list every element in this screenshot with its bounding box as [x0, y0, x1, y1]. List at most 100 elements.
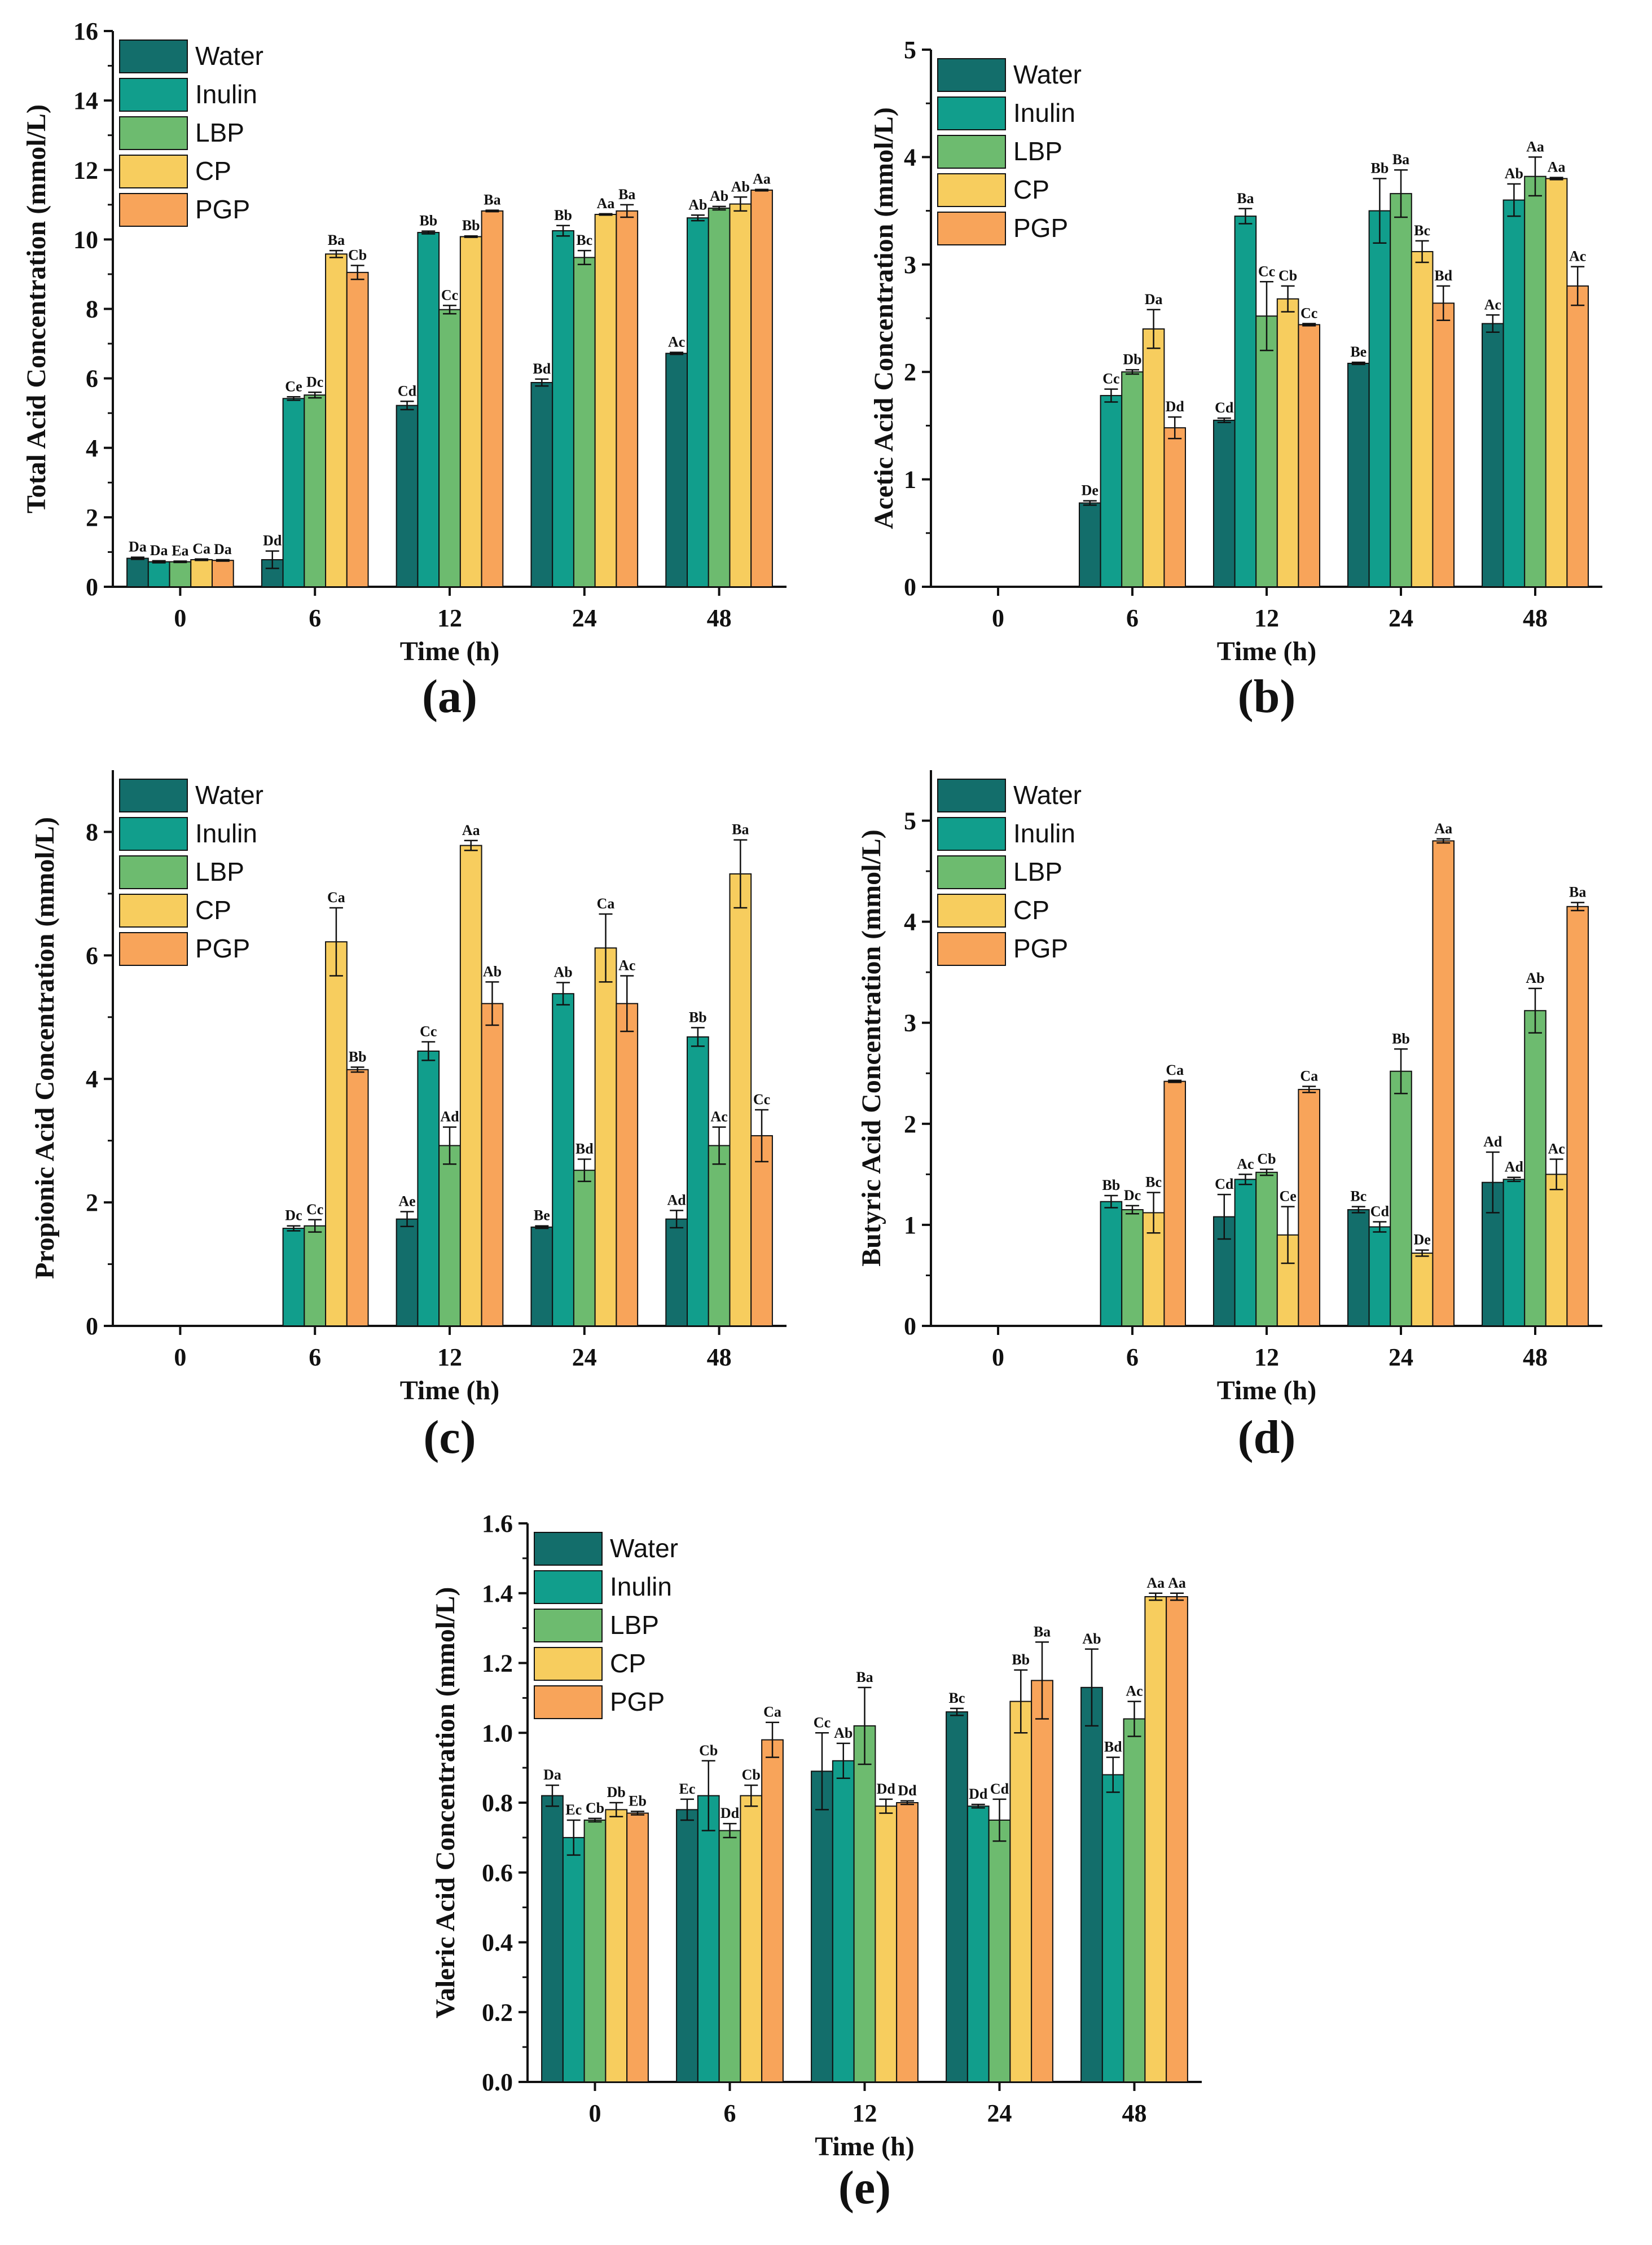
- y-tick-label: 0.2: [482, 1998, 513, 2026]
- significance-label: Ab: [553, 964, 572, 980]
- significance-label: Cd: [398, 383, 417, 399]
- bar-pgp-6: [346, 271, 369, 587]
- significance-label: Aa: [753, 171, 771, 187]
- significance-label: Cd: [1215, 1176, 1234, 1192]
- significance-label: Eb: [629, 1793, 647, 1809]
- y-tick-label: 16: [73, 17, 98, 45]
- legend-label-water: Water: [610, 1534, 678, 1563]
- y-tick-label: 12: [73, 156, 98, 184]
- legend-swatch-pgp: [119, 193, 188, 227]
- legend-swatch-inulin: [534, 1570, 603, 1604]
- significance-label: Dd: [263, 533, 282, 549]
- bar-cp-0: [190, 559, 213, 588]
- significance-label: Ab: [1082, 1631, 1101, 1647]
- significance-label: Bd: [575, 1141, 594, 1157]
- y-tick-label: 4: [904, 143, 916, 171]
- significance-label: De: [1413, 1232, 1430, 1248]
- significance-label: Cb: [699, 1742, 718, 1759]
- significance-label: Ab: [688, 196, 707, 213]
- bar-inulin-6: [697, 1795, 720, 2083]
- significance-label: Aa: [1168, 1575, 1186, 1591]
- significance-label: Ab: [834, 1725, 853, 1741]
- bar-pgp-12: [1298, 1088, 1321, 1326]
- bar-lbp-12: [438, 1145, 461, 1327]
- bar-lbp-24: [573, 1170, 596, 1326]
- y-tick-label: 14: [73, 87, 98, 115]
- significance-label: Bc: [576, 232, 592, 248]
- significance-label: Bb: [462, 217, 480, 234]
- significance-label: Ce: [1279, 1188, 1296, 1205]
- significance-label: Bd: [533, 361, 551, 377]
- bar-water-0: [541, 1795, 564, 2083]
- significance-label: Ad: [440, 1109, 459, 1125]
- y-tick-label: 5: [904, 36, 916, 64]
- bar-lbp-48: [1524, 175, 1546, 587]
- legend: Water Inulin LBP CP PGP: [534, 1532, 678, 1719]
- legend-label-cp: CP: [195, 895, 231, 925]
- legend-swatch-lbp: [119, 855, 188, 889]
- x-tick-label: 48: [1122, 2099, 1147, 2127]
- significance-label: Ca: [597, 895, 615, 912]
- legend: Water Inulin LBP CP PGP: [119, 39, 263, 227]
- legend-label-pgp: PGP: [1013, 213, 1068, 243]
- legend-swatch-water: [119, 39, 188, 73]
- legend-swatch-lbp: [534, 1609, 603, 1642]
- bar-cp-24: [1009, 1701, 1032, 2083]
- significance-label: Ec: [679, 1781, 696, 1797]
- significance-label: Aa: [1434, 820, 1452, 837]
- legend: Water Inulin LBP CP PGP: [937, 779, 1082, 966]
- x-tick-label: 0: [174, 1343, 186, 1371]
- bar-water-24: [1347, 1209, 1370, 1326]
- y-tick-label: 5: [904, 807, 916, 835]
- x-tick-label: 0: [589, 2099, 601, 2127]
- y-tick-label: 0.0: [482, 2068, 513, 2096]
- bar-lbp-24: [1390, 193, 1412, 587]
- significance-label: Ca: [1300, 1068, 1318, 1084]
- significance-label: Bc: [1145, 1174, 1162, 1190]
- bar-inulin-6: [282, 398, 305, 587]
- chart-panel-5: 0.0 0.2 0.4 0.6 0.8 1.0 1.2 1.4 1.6 0 6 12 24 48 Time …: [430, 1510, 1202, 2214]
- y-axis-title: Acetic Acid Concentration (mmol/L): [869, 107, 899, 529]
- legend-label-inulin: Inulin: [195, 80, 257, 109]
- significance-label: Dc: [1124, 1187, 1141, 1203]
- significance-label: Bc: [949, 1690, 965, 1706]
- significance-label: Aa: [462, 822, 480, 838]
- bar-lbp-12: [438, 309, 461, 587]
- bar-water-12: [396, 1218, 419, 1327]
- significance-label: Dd: [1166, 398, 1185, 415]
- significance-label: Ac: [1126, 1683, 1143, 1699]
- legend-label-pgp: PGP: [195, 934, 250, 963]
- significance-label: Ba: [732, 821, 749, 838]
- bar-pgp-48: [750, 189, 773, 587]
- significance-label: Da: [543, 1767, 561, 1783]
- x-tick-label: 24: [572, 604, 597, 632]
- x-tick-label: 12: [853, 2099, 877, 2127]
- bar-pgp-24: [616, 210, 639, 587]
- significance-label: Bc: [1350, 1188, 1367, 1205]
- legend-label-lbp: LBP: [610, 1610, 659, 1640]
- x-tick-label: 12: [1254, 604, 1279, 632]
- bar-cp-24: [1411, 251, 1434, 587]
- bar-pgp-12: [896, 1802, 919, 2083]
- significance-label: Bb: [419, 213, 437, 229]
- significance-label: Cc: [1300, 305, 1317, 322]
- bar-inulin-0: [562, 1837, 585, 2083]
- y-tick-label: 0: [904, 573, 916, 601]
- bar-water-24: [530, 382, 553, 587]
- significance-label: Ad: [1505, 1159, 1524, 1175]
- bar-pgp-12: [481, 1003, 504, 1326]
- bar-cp-6: [740, 1795, 763, 2083]
- significance-label: Ba: [1392, 151, 1409, 168]
- y-axis-title: Butyric Acid Concentration (mmol/L): [856, 829, 886, 1267]
- significance-label: Bc: [1414, 222, 1430, 239]
- significance-label: Ec: [565, 1802, 582, 1818]
- legend-swatch-pgp: [937, 212, 1006, 245]
- x-axis-title: Time (h): [815, 2132, 914, 2161]
- y-tick-label: 2: [904, 358, 916, 386]
- significance-label: Cc: [753, 1091, 770, 1108]
- legend-label-water: Water: [195, 780, 263, 810]
- x-axis-title: Time (h): [400, 1376, 499, 1405]
- y-tick-label: 8: [86, 818, 98, 846]
- significance-label: Da: [129, 539, 147, 555]
